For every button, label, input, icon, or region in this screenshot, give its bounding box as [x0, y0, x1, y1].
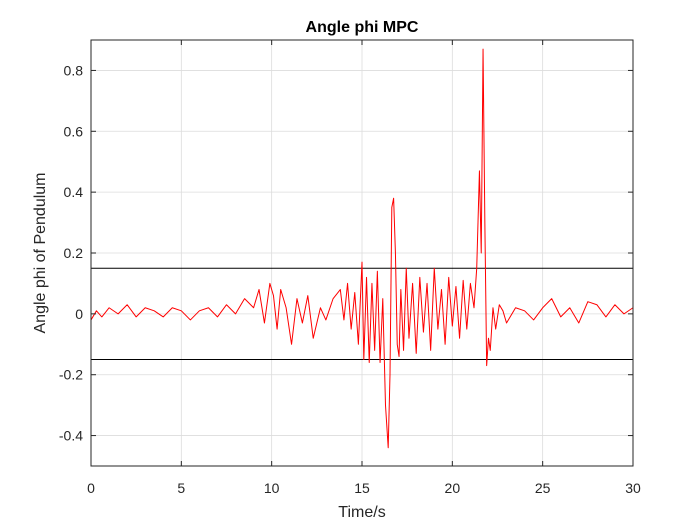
grid	[90, 40, 634, 466]
y-tick-label: 0.2	[64, 245, 84, 261]
y-tick-label: 0	[75, 306, 83, 322]
x-tick-label: 10	[264, 480, 280, 496]
x-axis-label: Time/s	[338, 504, 385, 521]
x-tick-label: 25	[535, 480, 551, 496]
x-tick-label: 0	[87, 480, 95, 496]
x-tick-label: 5	[177, 480, 185, 496]
series-group	[90, 48, 634, 449]
x-tick-label: 30	[625, 480, 641, 496]
chart-title: Angle phi MPC	[306, 19, 419, 36]
y-tick-label: 0.8	[64, 62, 84, 78]
y-axis-label: Angle phi of Pendulum	[32, 173, 49, 334]
y-tick-label: -0.2	[59, 367, 83, 383]
y-tick-label: 0.4	[64, 184, 84, 200]
y-tick-label: -0.4	[59, 428, 83, 444]
x-tick-label: 15	[354, 480, 370, 496]
y-tick-label: 0.6	[64, 123, 84, 139]
x-tick-label: 20	[445, 480, 461, 496]
series-line	[90, 48, 634, 449]
ticks: 0 5 10 15 20 25 30 -0.4 -0.2 0 0.2 0.4 0.6 0.8	[59, 40, 641, 496]
